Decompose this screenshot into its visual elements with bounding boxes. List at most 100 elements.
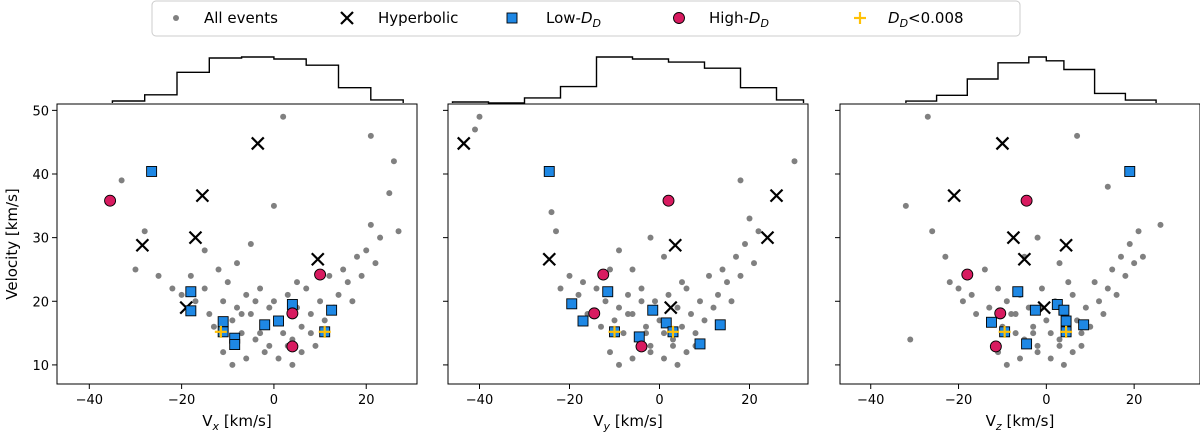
histogram-vz <box>905 56 1157 103</box>
point-low-dd <box>229 339 241 350</box>
point-all-event <box>1113 291 1120 298</box>
point-all-event <box>377 234 384 241</box>
point-low-dd <box>660 317 672 329</box>
point-all-event <box>955 285 962 292</box>
point-all-event <box>1135 228 1142 235</box>
point-low-dd <box>566 298 578 310</box>
point-all-event <box>284 291 291 298</box>
point-all-event <box>929 228 936 235</box>
point-all-event <box>298 323 305 330</box>
point-all-event <box>1139 253 1146 260</box>
point-all-event <box>1078 342 1085 349</box>
point-all-event <box>1091 279 1098 286</box>
point-all-event <box>625 311 631 317</box>
point-all-event <box>266 304 273 311</box>
point-low-dd <box>633 331 645 343</box>
point-all-event <box>1100 311 1107 317</box>
point-low-dd <box>1012 286 1024 298</box>
point-all-event <box>257 285 264 292</box>
point-all-event <box>1012 330 1019 337</box>
point-high-dd <box>588 307 601 320</box>
point-all-event <box>247 241 254 247</box>
point-all-event <box>683 349 690 356</box>
point-hyperbolic <box>195 188 210 203</box>
point-all-event <box>737 272 744 279</box>
point-hyperbolic <box>1017 252 1032 267</box>
histogram-vx <box>111 56 404 103</box>
point-all-event <box>1069 349 1076 356</box>
point-all-event <box>257 330 264 337</box>
x-tick-label: 20 <box>358 393 375 408</box>
point-all-event <box>169 285 176 292</box>
point-all-event <box>1056 342 1063 349</box>
y-tick-label: 10 <box>32 359 49 374</box>
point-low-dd <box>1060 315 1072 327</box>
point-all-event <box>141 228 148 235</box>
point-all-event <box>697 298 703 305</box>
legend-marker-hyperbolic <box>340 11 354 25</box>
point-all-event <box>280 330 287 337</box>
point-all-event <box>367 132 374 139</box>
point-all-event <box>1096 298 1103 305</box>
legend-label-hyperbolic: Hyperbolic <box>378 9 458 27</box>
point-all-event <box>307 311 314 317</box>
point-high-dd <box>662 194 675 207</box>
point-all-event <box>670 342 676 349</box>
point-all-event <box>229 317 236 324</box>
point-all-event <box>270 298 277 305</box>
point-all-event <box>476 113 483 120</box>
point-all-event <box>688 311 694 317</box>
y-tick-label: 50 <box>32 104 49 119</box>
x-axis-label-vy: Vy [km/s] <box>593 412 662 433</box>
point-all-event <box>201 285 208 292</box>
point-all-event <box>192 298 199 305</box>
point-all-event <box>598 323 604 330</box>
point-all-event <box>1065 279 1072 286</box>
point-hyperbolic <box>1059 238 1073 253</box>
point-all-event <box>367 221 374 228</box>
point-low-dd <box>1078 319 1090 331</box>
point-all-event <box>683 285 690 292</box>
x-tick-label: 0 <box>1042 393 1050 408</box>
point-all-event <box>252 336 259 343</box>
point-all-event <box>751 260 757 267</box>
legend-label-high: High-DD <box>709 9 769 30</box>
point-all-event <box>349 298 356 305</box>
point-all-event <box>548 209 555 216</box>
point-hyperbolic <box>1006 230 1021 245</box>
point-all-event <box>616 247 622 254</box>
point-all-event <box>312 342 319 349</box>
point-low-dd <box>1051 299 1063 310</box>
point-all-event <box>1082 304 1089 311</box>
point-all-event <box>201 247 208 254</box>
point-all-event <box>344 279 351 286</box>
point-all-event <box>210 323 217 330</box>
point-all-event <box>224 279 231 286</box>
point-all-event <box>643 323 649 330</box>
point-all-event <box>973 311 980 317</box>
point-all-event <box>674 304 681 311</box>
point-high-dd <box>635 340 648 353</box>
point-high-dd <box>961 268 974 281</box>
point-all-event <box>715 291 721 298</box>
point-all-event <box>243 291 250 298</box>
point-all-event <box>238 311 245 317</box>
point-all-event <box>593 285 600 292</box>
point-high-dd <box>286 340 299 353</box>
point-all-event <box>986 304 993 311</box>
point-low-dd <box>259 319 271 331</box>
point-all-event <box>1117 253 1124 260</box>
point-all-event <box>335 291 342 298</box>
point-low-dd <box>986 316 997 328</box>
legend-label-low: Low-DD <box>546 9 601 30</box>
legend-label-all: All events <box>204 9 278 27</box>
point-high-dd <box>597 268 610 281</box>
point-all-event <box>1043 317 1050 324</box>
x-tick-label: 0 <box>655 393 663 408</box>
point-all-event <box>995 285 1002 292</box>
point-all-event <box>317 298 324 305</box>
legend: All events Hyperbolic Low-DD High-DD DD<0.00… <box>151 0 1021 37</box>
point-all-event <box>395 228 402 235</box>
point-all-event <box>902 202 909 209</box>
point-high-dd <box>286 307 299 320</box>
